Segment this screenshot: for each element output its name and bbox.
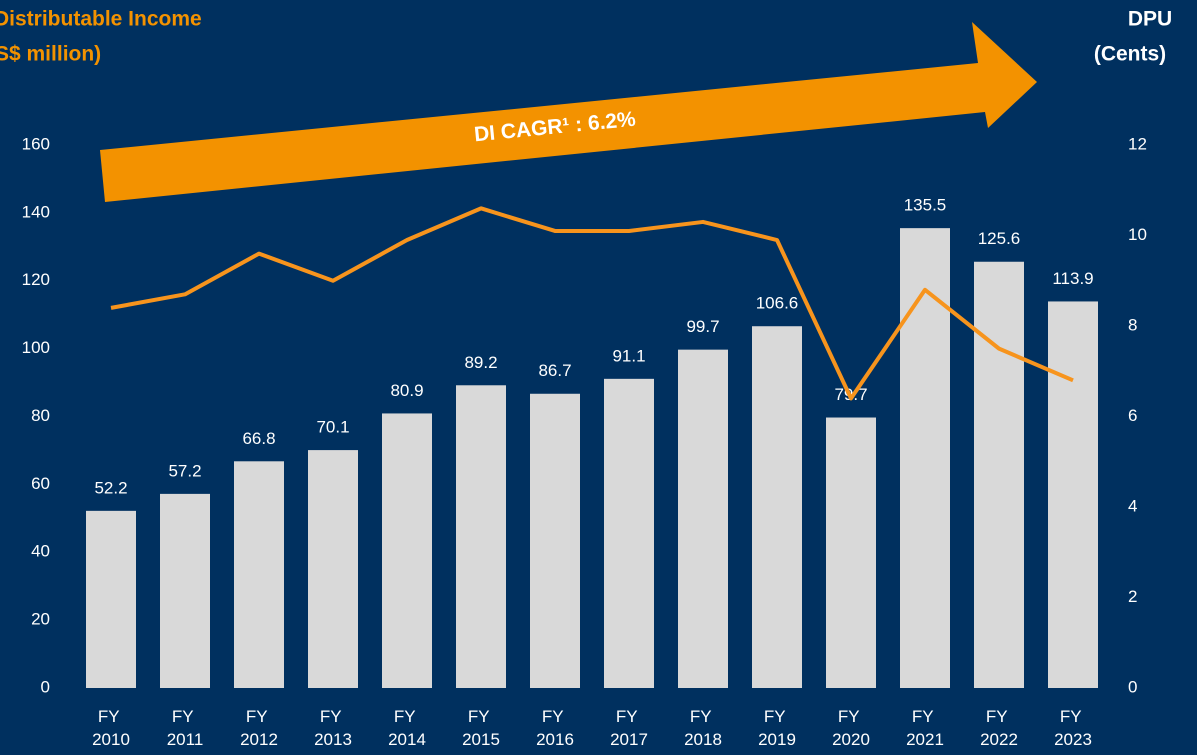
y2-tick-label: 4 <box>1128 496 1137 515</box>
y-tick-label: 20 <box>31 610 50 629</box>
data-label: 80.9 <box>390 381 423 400</box>
bar <box>530 393 580 688</box>
x-tick-label: FY 2022 <box>980 707 1018 749</box>
y2-axis-title: (Cents) <box>1094 43 1166 66</box>
y-tick-label: 160 <box>22 134 50 153</box>
x-tick-label-line: FY <box>1060 707 1086 726</box>
bar <box>456 385 506 688</box>
x-tick-label-line: 2020 <box>832 730 870 749</box>
x-tick-label: FY 2021 <box>906 707 944 749</box>
x-tick-label-line: FY <box>468 707 494 726</box>
x-tick-label-line: FY <box>616 707 642 726</box>
bar <box>752 326 802 688</box>
x-tick-label: FY 2014 <box>388 707 426 749</box>
y-tick-label: 120 <box>22 270 50 289</box>
bar <box>900 228 950 688</box>
x-tick-label-line: 2021 <box>906 730 944 749</box>
bar <box>308 450 358 688</box>
x-tick-label-line: FY <box>320 707 346 726</box>
cagr-arrow <box>100 22 1037 202</box>
x-tick-label: FY 2019 <box>758 707 796 749</box>
x-tick-label-line: 2016 <box>536 730 574 749</box>
y-tick-label: 0 <box>41 677 50 696</box>
x-tick-label: FY 2015 <box>462 707 500 749</box>
x-tick-label-line: 2023 <box>1054 730 1092 749</box>
data-label: 125.6 <box>978 229 1021 248</box>
y-axis-title: (S$ million) <box>0 43 101 66</box>
x-tick-label-line: FY <box>986 707 1012 726</box>
y-tick-label: 40 <box>31 542 50 561</box>
x-tick-label: FY 2023 <box>1054 707 1092 749</box>
data-label: 70.1 <box>316 418 349 437</box>
x-tick-label-line: 2013 <box>314 730 352 749</box>
bar <box>86 510 136 688</box>
x-tick-label: FY 2010 <box>92 707 130 749</box>
data-label: 89.2 <box>464 353 497 372</box>
y2-tick-label: 12 <box>1128 134 1147 153</box>
bar <box>382 413 432 688</box>
x-tick-label-line: FY <box>912 707 938 726</box>
y-tick-label: 140 <box>22 202 50 221</box>
y2-tick-label: 2 <box>1128 587 1137 606</box>
x-tick-label-line: FY <box>246 707 272 726</box>
x-tick-label-line: 2015 <box>462 730 500 749</box>
x-tick-label-line: 2019 <box>758 730 796 749</box>
x-tick-label: FY 2017 <box>610 707 648 749</box>
bar <box>160 493 210 688</box>
data-label: 106.6 <box>756 294 799 313</box>
x-tick-label: FY 2012 <box>240 707 278 749</box>
x-tick-label: FY 2013 <box>314 707 352 749</box>
bar <box>826 417 876 688</box>
x-tick-label-line: FY <box>764 707 790 726</box>
data-label: 113.9 <box>1052 269 1093 288</box>
x-tick-label: FY 2020 <box>832 707 870 749</box>
x-tick-label-line: FY <box>394 707 420 726</box>
bar <box>1048 301 1098 688</box>
bar <box>234 461 284 688</box>
x-tick-label-line: 2010 <box>92 730 130 749</box>
x-tick-label-line: 2014 <box>388 730 426 749</box>
x-tick-label: FY 2018 <box>684 707 722 749</box>
data-label: 66.8 <box>242 429 275 448</box>
data-label: 86.7 <box>538 361 571 380</box>
data-label: 57.2 <box>168 461 201 480</box>
line <box>110 206 1074 401</box>
bar <box>974 261 1024 688</box>
x-tick-label-line: 2011 <box>167 730 204 749</box>
x-tick-label: FY 2011 <box>167 707 204 749</box>
x-tick-label-line: FY <box>838 707 864 726</box>
y-tick-label: 60 <box>31 474 50 493</box>
x-tick-label-line: FY <box>98 707 124 726</box>
y2-tick-label: 6 <box>1128 406 1137 425</box>
y2-tick-label: 10 <box>1128 225 1147 244</box>
x-tick-label-line: 2018 <box>684 730 722 749</box>
y2-axis-title: DPU <box>1128 8 1172 31</box>
x-tick-label-line: FY <box>172 707 198 726</box>
x-tick-label-line: 2017 <box>610 730 648 749</box>
x-tick-label-line: 2012 <box>240 730 278 749</box>
data-label: 99.7 <box>686 317 719 336</box>
y2-tick-label: 0 <box>1128 677 1137 696</box>
bar <box>678 349 728 688</box>
y-axis-title: Distributable Income <box>0 8 202 31</box>
data-label: 52.2 <box>94 478 127 497</box>
data-label: 91.1 <box>612 346 645 365</box>
x-tick-label: FY 2016 <box>536 707 574 749</box>
y-tick-label: 80 <box>31 406 50 425</box>
y-tick-label: 100 <box>22 338 50 357</box>
x-tick-label-line: FY <box>690 707 716 726</box>
data-label: 135.5 <box>904 196 947 215</box>
x-tick-label-line: 2022 <box>980 730 1018 749</box>
x-tick-label-line: FY <box>542 707 568 726</box>
bar <box>604 378 654 688</box>
y2-tick-label: 8 <box>1128 315 1137 334</box>
